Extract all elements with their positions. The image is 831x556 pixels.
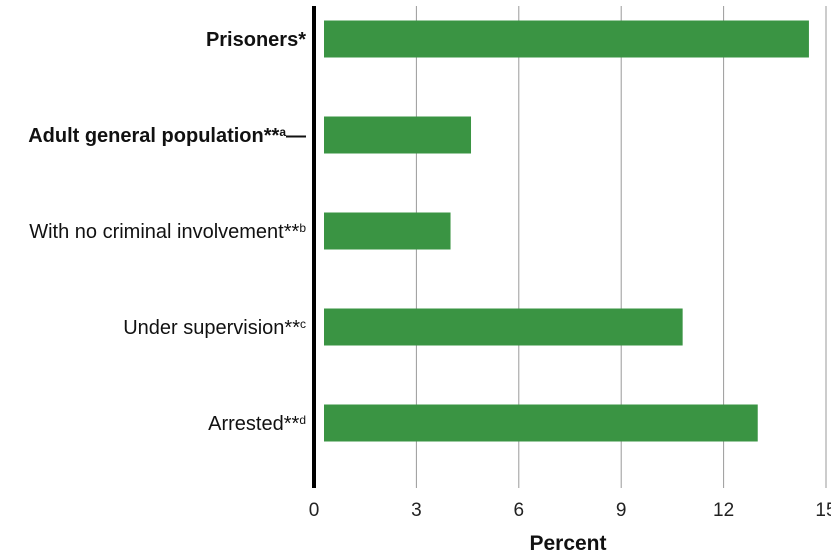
category-name: Adult general population (28, 125, 264, 147)
x-tick-6: 6 (514, 500, 525, 521)
bar-4 (324, 404, 758, 442)
category-name: With no criminal involvement (29, 221, 284, 243)
category-label-3: Under supervision**c (123, 317, 306, 339)
x-tick-9: 9 (616, 500, 627, 521)
x-tick-0: 0 (309, 500, 320, 521)
category-footnote: a (279, 125, 286, 139)
category-dash: — (286, 125, 306, 147)
category-stars: ** (264, 125, 280, 147)
category-label-0: Prisoners* (206, 29, 306, 51)
category-name: Arrested (208, 413, 284, 435)
bar-1 (324, 116, 472, 154)
category-footnote: c (300, 317, 306, 331)
bar-3 (324, 308, 683, 346)
category-footnote: d (299, 413, 306, 427)
category-name: Prisoners (206, 29, 298, 51)
category-stars: ** (284, 413, 300, 435)
category-stars: ** (284, 317, 300, 339)
bar-0 (324, 20, 809, 58)
category-label-1: Adult general population**a— (28, 125, 306, 147)
x-tick-labels: 0 3 6 9 12 15 (309, 500, 831, 521)
category-name: Under supervision (123, 317, 284, 339)
category-labels: Prisoners*Adult general population**a—Wi… (28, 29, 306, 435)
category-stars: * (298, 29, 306, 51)
bar-2 (324, 212, 451, 250)
x-tick-12: 12 (713, 500, 734, 521)
x-tick-15: 15 (815, 500, 831, 521)
x-axis-title: Percent (529, 532, 606, 555)
category-label-4: Arrested**d (208, 413, 306, 435)
category-label-2: With no criminal involvement**b (29, 221, 306, 243)
x-tick-3: 3 (411, 500, 422, 521)
category-footnote: b (299, 221, 306, 235)
bars (324, 20, 809, 442)
category-stars: ** (284, 221, 300, 243)
